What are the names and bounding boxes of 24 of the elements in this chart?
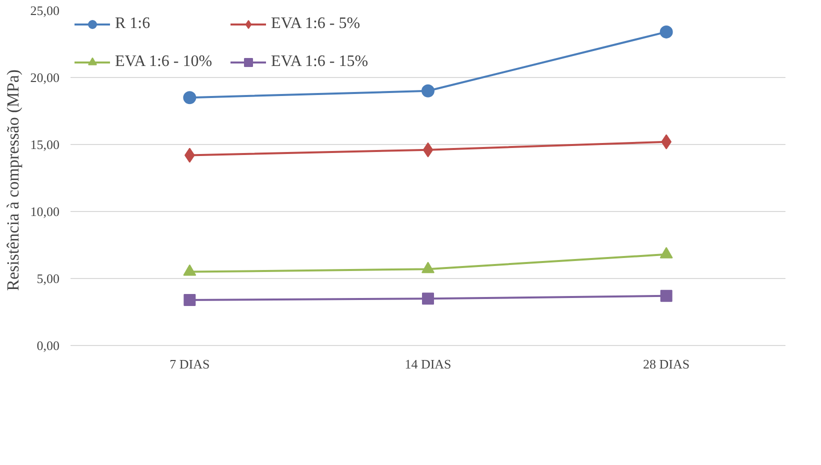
y-tick-label: 10,00: [30, 204, 60, 219]
y-tick-label: 15,00: [30, 137, 60, 152]
point: [660, 246, 673, 258]
point: [184, 294, 196, 306]
y-tick-label: 20,00: [30, 70, 60, 85]
point: [183, 91, 196, 104]
x-tick-label: 28 DIAS: [643, 356, 690, 372]
point: [422, 292, 434, 305]
point: [183, 264, 196, 276]
legend-label: EVA 1:6 - 15%: [271, 53, 368, 71]
x-tick-label: 7 DIAS: [170, 356, 210, 372]
legend-label: R 1:6: [115, 15, 150, 33]
y-tick-label: 25,00: [30, 3, 60, 18]
point: [660, 25, 673, 38]
y-axis-title: Resistência à compressão (MPa): [3, 69, 22, 291]
y-tick-label: 0,00: [36, 338, 60, 353]
point: [422, 262, 434, 274]
point: [422, 84, 434, 98]
legend-label: EVA 1:6 - 10%: [115, 53, 212, 71]
y-tick-label: 5,00: [36, 271, 60, 286]
point: [422, 142, 434, 158]
legend-label: EVA 1:6 - 5%: [271, 15, 360, 33]
point: [660, 290, 672, 302]
x-tick-label: 14 DIAS: [404, 356, 452, 372]
